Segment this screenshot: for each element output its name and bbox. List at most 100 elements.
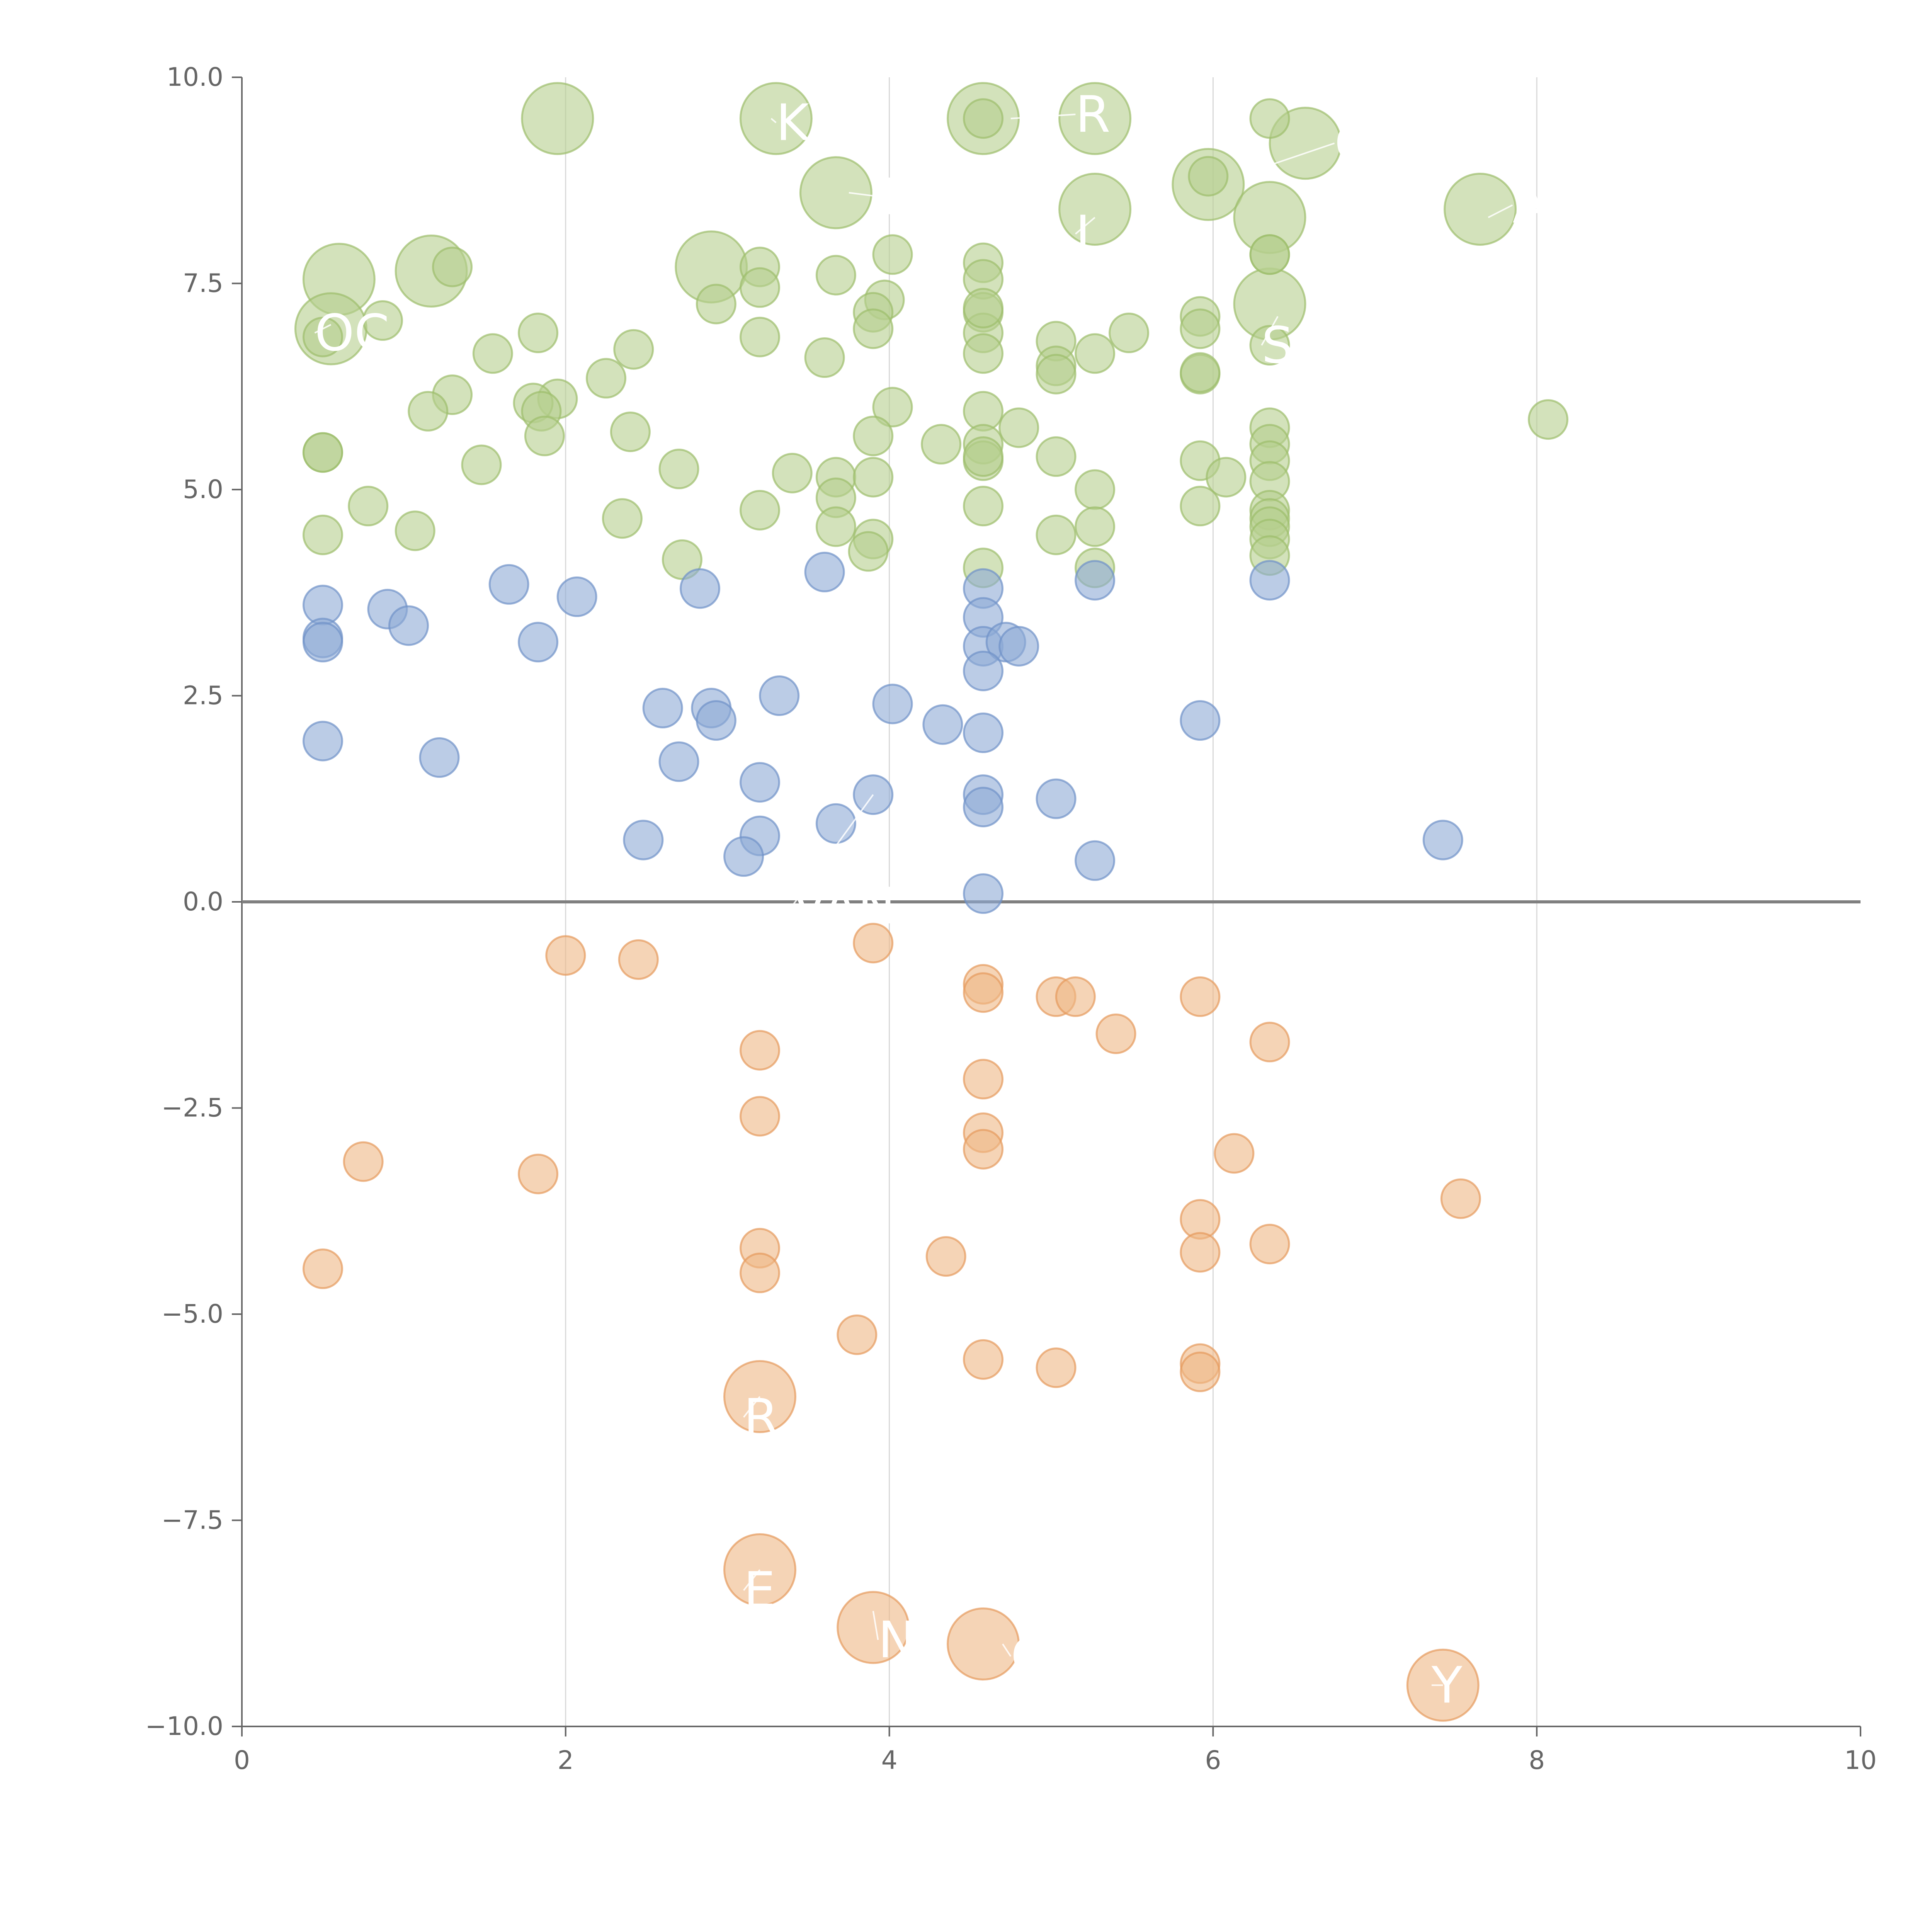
green-bubble <box>302 316 343 357</box>
orange-bubble <box>1180 976 1221 1017</box>
green-bubble <box>872 234 913 275</box>
orange-bubble <box>518 1153 559 1194</box>
x-tick-label: 8 <box>1529 1745 1545 1775</box>
green-bubble <box>602 498 643 539</box>
green-bubble <box>302 432 343 473</box>
y-tick-label: 7.5 <box>183 269 223 298</box>
blue-bubble <box>804 551 845 592</box>
blue-bubble <box>696 700 736 741</box>
annotation-leader-line <box>1261 316 1279 346</box>
annotation-leader-line <box>1075 217 1095 235</box>
green-bubble <box>408 391 449 432</box>
blue-bubble <box>872 684 913 724</box>
orange-bubble <box>1214 1133 1255 1174</box>
annotation-leader-line <box>849 192 881 198</box>
annotation-label: N <box>878 1611 915 1669</box>
annotation-label: E <box>744 1561 776 1620</box>
orange-bubble <box>853 923 894 964</box>
orange-bubble <box>739 1252 780 1293</box>
blue-bubble <box>556 576 597 617</box>
blue-bubble <box>1180 700 1221 741</box>
orange-bubble <box>302 1248 343 1289</box>
green-bubble <box>472 333 513 374</box>
green-bubble <box>848 531 889 572</box>
x-tick-label: 4 <box>881 1745 898 1775</box>
y-tick-label: 5.0 <box>183 474 223 504</box>
green-bubble <box>1249 98 1290 139</box>
orange-bubble <box>963 1339 1004 1380</box>
blue-bubble <box>623 820 664 861</box>
annotation-leader-line <box>1002 1643 1012 1657</box>
y-tick-label: −2.5 <box>162 1093 223 1123</box>
annotation-label: R <box>1075 85 1110 144</box>
orange-bubble <box>1036 1347 1077 1388</box>
blue-bubble <box>1075 560 1116 601</box>
green-bubble <box>696 284 736 325</box>
orange-bubble <box>947 1607 1020 1681</box>
green-bubble <box>461 444 502 485</box>
blue-bubble <box>739 762 780 803</box>
blue-bubble <box>642 688 683 729</box>
green-bubble <box>432 247 473 287</box>
green-bubble <box>613 329 654 370</box>
orange-bubble <box>963 972 1004 1013</box>
annotation-leader-line <box>1261 142 1335 169</box>
orange-bubble <box>545 935 586 976</box>
annotation-label: R <box>744 1388 779 1447</box>
green-bubble <box>963 98 1004 139</box>
green-bubble <box>853 415 894 456</box>
orange-bubble <box>963 1129 1004 1170</box>
green-bubble <box>1180 352 1221 393</box>
green-bubble <box>1058 172 1132 246</box>
x-tick-label: 6 <box>1205 1745 1221 1775</box>
green-bubble <box>815 255 856 296</box>
green-bubble <box>998 407 1039 448</box>
orange-bubble <box>618 939 659 980</box>
green-bubble <box>362 300 403 341</box>
x-tick-label: 2 <box>558 1745 574 1775</box>
annotation-leader-line <box>1488 204 1513 218</box>
y-tick-label: −5.0 <box>162 1299 223 1329</box>
annotations: KE R G F AD L OC S VAN R E N C Y <box>314 85 1585 1714</box>
y-tick-label: 0.0 <box>183 887 223 917</box>
green-bubble <box>799 156 872 230</box>
blue-bubble <box>658 741 699 782</box>
green-bubble <box>1036 436 1077 477</box>
blue-bubble <box>998 626 1039 667</box>
green-bubble <box>1075 333 1116 374</box>
green-bubble <box>1249 234 1290 275</box>
orange-bubble <box>963 1059 1004 1100</box>
green-bubble <box>395 510 435 551</box>
green-bubble <box>1036 514 1077 555</box>
green-bubble <box>872 387 913 428</box>
green-bubble <box>521 82 594 155</box>
green-bubble <box>1075 506 1116 547</box>
blue-bubble <box>679 568 720 609</box>
axes: −10.0 −7.5 −5.0 −2.5 0.0 2.5 5.0 7.5 10.0 0 2 4 6 8 10 <box>145 62 1877 1775</box>
blue-bubble <box>963 650 1004 691</box>
blue-bubble <box>388 605 429 646</box>
green-bubble <box>658 449 699 490</box>
green-bubble <box>1180 486 1221 527</box>
orange-bubble <box>1440 1178 1481 1219</box>
blue-bubble <box>1422 820 1463 861</box>
green-bubble <box>348 486 389 527</box>
green-bubble <box>963 486 1004 527</box>
orange-bubble <box>739 1096 780 1137</box>
orange-bubble <box>837 1591 910 1664</box>
annotation-label: G <box>1335 114 1374 173</box>
annotation-leader-line <box>791 794 874 906</box>
annotation-label: OC <box>315 304 389 362</box>
green-bubble <box>1075 469 1116 510</box>
y-tick-label: 10.0 <box>167 62 223 92</box>
green-bubble <box>853 457 894 498</box>
annotation-label: Y <box>1431 1656 1463 1714</box>
green-bubble <box>518 313 559 354</box>
green-bubble <box>739 82 813 155</box>
green-bubble <box>1249 325 1290 366</box>
green-bubble <box>739 316 780 357</box>
green-bubble <box>1180 308 1221 349</box>
green-bubble <box>302 514 343 555</box>
green-bubble <box>1444 172 1517 246</box>
